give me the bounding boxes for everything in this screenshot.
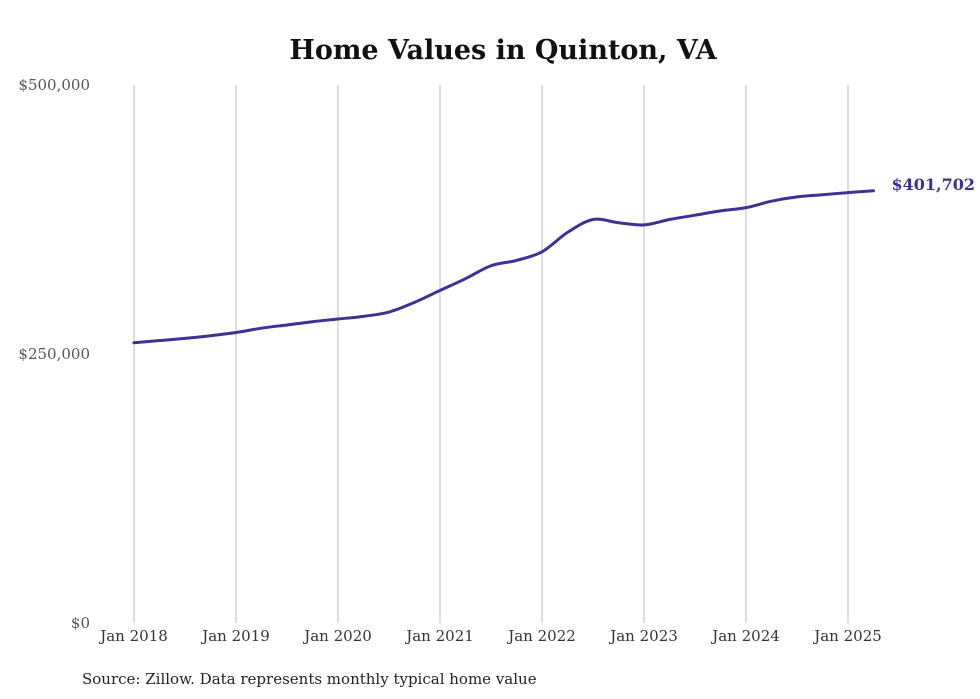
x-axis-ticks: Jan 2018 Jan 2019 Jan 2020 Jan 2021 Jan 2022…: [98, 627, 882, 645]
y-axis-ticks: $0 $250,000 $500,000: [18, 76, 90, 632]
y-tick-label: $250,000: [18, 345, 90, 363]
x-tick-label: Jan 2018: [98, 627, 168, 645]
grid-lines: [133, 85, 849, 623]
series-line: [132, 189, 875, 345]
y-tick-label: $0: [71, 614, 90, 632]
x-tick-label: Jan 2020: [302, 627, 372, 645]
end-value-label: $401,702: [892, 175, 976, 194]
x-tick-label: Jan 2024: [710, 627, 780, 645]
x-tick-label: Jan 2023: [608, 627, 678, 645]
x-tick-label: Jan 2025: [812, 627, 882, 645]
chart-title: Home Values in Quinton, VA: [289, 35, 717, 66]
x-tick-label: Jan 2022: [506, 627, 576, 645]
y-tick-label: $500,000: [18, 76, 90, 94]
source-note: Source: Zillow. Data represents monthly …: [82, 670, 537, 688]
series-group: $401,702: [132, 175, 976, 345]
x-tick-label: Jan 2021: [404, 627, 474, 645]
x-tick-label: Jan 2019: [200, 627, 270, 645]
